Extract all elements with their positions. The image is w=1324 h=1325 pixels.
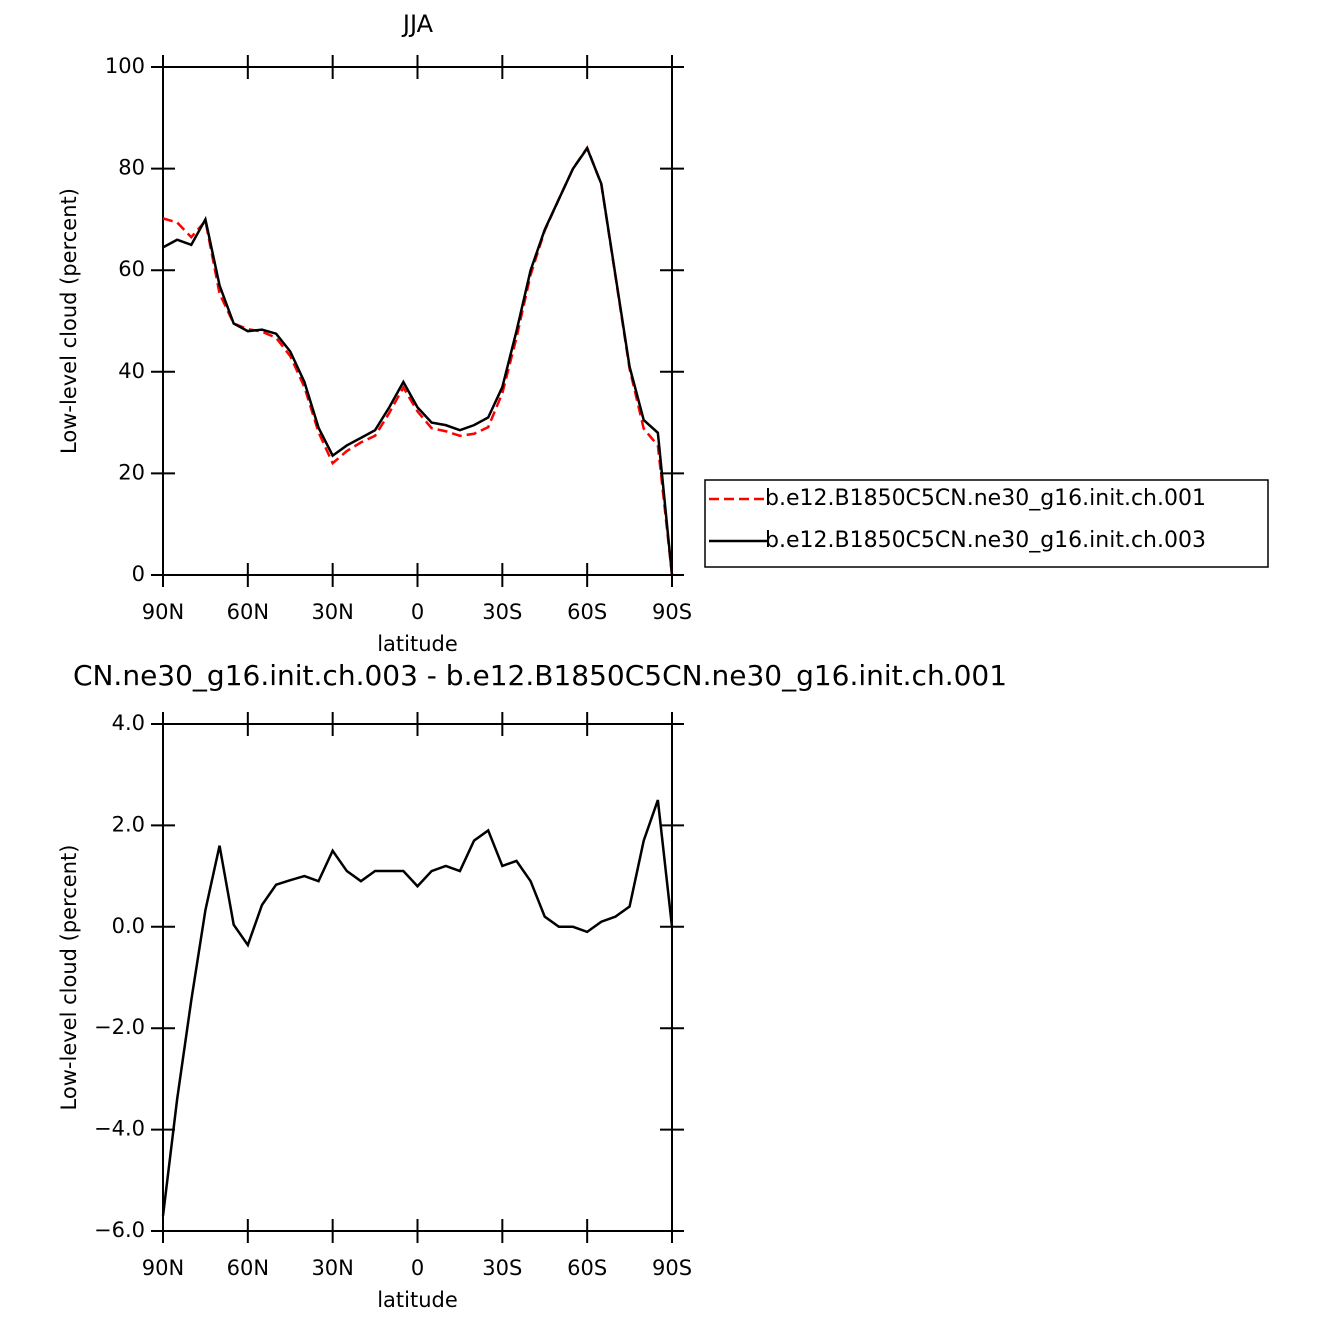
y-axis-label: Low-level cloud (percent) (57, 845, 81, 1111)
y-tick-label: 40 (118, 359, 145, 383)
y-tick-label: 2.0 (112, 812, 145, 836)
y-axis-label: Low-level cloud (percent) (57, 188, 81, 454)
y-tick-label: 0.0 (112, 914, 145, 938)
y-tick-label: 0 (132, 562, 145, 586)
x-tick-label: 90N (142, 1256, 184, 1280)
x-tick-label: 90S (652, 1256, 692, 1280)
x-tick-label: 30N (311, 600, 353, 624)
series-line (161, 799, 674, 1216)
y-tick-label: −2.0 (94, 1015, 145, 1039)
series-line (162, 145, 674, 576)
y-tick-label: −6.0 (94, 1218, 145, 1242)
legend-box (704, 479, 1269, 568)
plot-frame (162, 66, 673, 576)
x-tick-label: 60S (567, 600, 607, 624)
x-tick-label: 60S (567, 1256, 607, 1280)
x-tick-label: 0 (411, 600, 424, 624)
x-tick-label: 90S (652, 600, 692, 624)
chart-title: CN.ne30_g16.init.ch.003 - b.e12.B1850C5C… (73, 659, 1007, 692)
x-tick-label: 30S (482, 1256, 522, 1280)
y-tick-label: 20 (118, 460, 145, 484)
chart-title: JJA (401, 10, 434, 38)
y-tick-label: 80 (118, 156, 145, 180)
y-tick-label: 4.0 (112, 711, 145, 735)
legend-label: b.e12.B1850C5CN.ne30_g16.init.ch.003 (765, 528, 1206, 553)
y-tick-label: 60 (118, 257, 145, 281)
plot-frame (162, 723, 673, 1232)
x-tick-label: 60N (227, 600, 269, 624)
x-tick-label: 30S (482, 600, 522, 624)
y-tick-label: 100 (105, 54, 145, 78)
x-tick-label: 0 (411, 1256, 424, 1280)
x-tick-label: 90N (142, 600, 184, 624)
x-axis-label: latitude (377, 632, 458, 656)
series-line (162, 145, 674, 576)
y-tick-label: −4.0 (94, 1117, 145, 1141)
x-axis-label: latitude (377, 1288, 458, 1312)
x-tick-label: 60N (227, 1256, 269, 1280)
legend-label: b.e12.B1850C5CN.ne30_g16.init.ch.001 (765, 486, 1206, 511)
x-tick-label: 30N (311, 1256, 353, 1280)
